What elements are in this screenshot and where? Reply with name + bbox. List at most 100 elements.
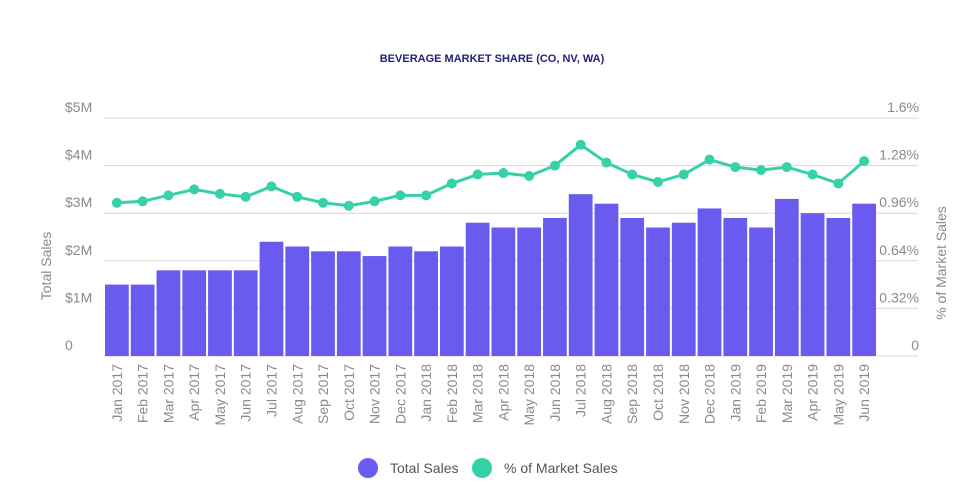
percent-point [859,156,870,167]
bar [130,284,155,356]
x-tick-label: Nov 2017 [367,364,383,424]
x-tick-label: Jun 2018 [547,364,563,422]
x-tick-label: Apr 2018 [495,364,511,421]
percent-point [472,169,483,180]
y-axis-label-left: Total Sales [38,232,54,300]
x-tick-label: Aug 2018 [598,364,614,424]
bar [491,227,516,356]
x-tick-label: Aug 2017 [289,364,305,424]
percent-point [704,154,715,165]
chart-title: BEVERAGE MARKET SHARE (CO, NV, WA) [380,53,605,65]
percent-point [781,162,792,173]
x-tick-label: Mar 2017 [160,364,176,423]
legend-swatch-total-sales [358,458,378,478]
x-tick-label: Dec 2017 [392,364,408,424]
percent-point [652,176,663,187]
bar [156,270,181,356]
x-tick-label: Feb 2019 [753,364,769,423]
x-tick-label: Jan 2018 [418,364,434,422]
x-tick-label: Jul 2018 [573,364,589,417]
y-tick-label-right: 0.96% [879,194,919,210]
percent-point [730,162,741,173]
bar [826,217,851,356]
bar [646,227,670,356]
percent-point [833,178,844,189]
x-tick-label: Jan 2017 [109,364,125,422]
bars [105,194,876,356]
y-tick-label-left: $2M [65,242,92,258]
percent-point [292,191,303,202]
bar [852,203,876,356]
x-tick-label: Apr 2019 [805,364,821,421]
y-tick-label-left: 0 [65,337,73,353]
bar [620,217,645,356]
percent-point [318,197,329,208]
legend-swatch-market-share [472,458,492,478]
axis-ticks: 0 0 $1M 0.32% $2M 0.64% $3M 0.96% $4M 1.28% $5M 1.6… [65,99,919,425]
x-tick-label: Jan 2019 [727,364,743,422]
bar [182,270,207,356]
x-tick-label: Sep 2018 [624,364,640,424]
percent-point [807,169,818,180]
y-axis-label-right: % of Market Sales [933,206,949,320]
percent-point [137,196,148,207]
x-tick-label: Jul 2017 [263,364,279,417]
y-tick-label-right: 0.32% [879,289,919,305]
y-tick-label-left: $5M [65,99,92,115]
y-tick-label-right: 1.6% [887,99,919,115]
percent-line [111,139,870,211]
bar [465,222,490,356]
bar [388,246,413,356]
y-tick-label-left: $4M [65,147,92,163]
percent-point [395,190,406,201]
percent-point [189,184,200,195]
bar [774,198,799,356]
bar [233,270,258,356]
y-tick-label-left: $1M [65,289,92,305]
percent-series-line [116,142,866,208]
percent-point [524,171,535,182]
legend: Total Sales % of Market Sales [358,458,618,478]
bar [439,246,464,356]
percent-point [575,139,586,150]
x-tick-label: Jun 2017 [238,364,254,422]
percent-point [240,191,251,202]
percent-point [421,190,432,201]
bar [594,203,619,356]
bar [105,284,129,356]
bar [259,241,284,356]
y-tick-label-right: 1.28% [879,147,919,163]
bar [414,251,438,356]
x-tick-label: Mar 2018 [470,364,486,423]
x-tick-label: Oct 2018 [650,364,666,421]
bar [543,217,567,356]
bar [568,194,593,356]
legend-label-total-sales: Total Sales [390,460,458,476]
percent-point [601,157,612,168]
percent-point [627,169,638,180]
percent-point [678,169,689,180]
bar [336,251,361,356]
x-tick-label: Nov 2018 [676,364,692,424]
x-tick-label: May 2017 [212,364,228,426]
percent-point [343,200,354,211]
bar [517,227,542,356]
bar [285,246,310,356]
x-tick-label: Mar 2019 [779,364,795,423]
legend-label-market-share: % of Market Sales [504,460,618,476]
percent-point [446,178,457,189]
x-tick-label: May 2018 [521,364,537,426]
y-tick-label-right: 0 [911,337,919,353]
bar [749,227,773,356]
bar [208,270,232,356]
percent-point [163,190,174,201]
bar [800,213,825,356]
x-tick-label: Jun 2019 [856,364,872,422]
percent-point [756,165,767,176]
x-tick-label: Sep 2017 [315,364,331,424]
bar [311,251,335,356]
x-tick-label: Feb 2018 [444,364,460,423]
x-tick-label: Apr 2017 [186,364,202,421]
bar [362,256,387,356]
